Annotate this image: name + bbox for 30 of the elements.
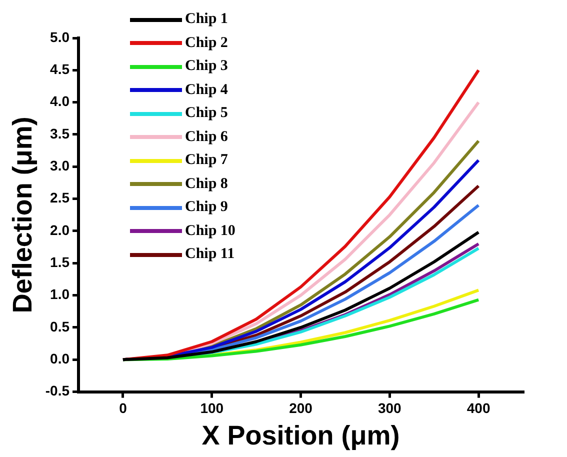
legend-label: Chip 1 <box>185 10 228 29</box>
legend-label: Chip 3 <box>185 57 228 76</box>
x-tick-label: 300 <box>378 400 402 416</box>
legend-label: Chip 4 <box>185 80 228 100</box>
y-tick-label: 3.5 <box>50 125 70 142</box>
y-tick-label: 1.0 <box>50 286 70 302</box>
y-tick-label: 5.0 <box>50 28 70 45</box>
legend-label: Chip 6 <box>185 128 228 146</box>
legend-label: Chip 5 <box>185 104 228 123</box>
legend-label: Chip 9 <box>185 198 228 217</box>
legend-label: Chip 7 <box>185 151 228 170</box>
y-tick-label: -0.5 <box>45 382 70 399</box>
y-tick-label: 3.0 <box>50 158 70 174</box>
x-tick-label: 100 <box>200 400 224 416</box>
y-tick-label: 2.5 <box>50 190 70 206</box>
y-axis-title: Deflection (μm) <box>8 116 38 314</box>
y-tick-label: 4.5 <box>50 61 70 78</box>
y-tick-label: 0.0 <box>50 350 70 366</box>
y-tick-label: 1.5 <box>50 254 70 270</box>
legend-label: Chip 11 <box>185 245 235 264</box>
x-axis-title: X Position (μm) <box>202 420 400 450</box>
x-tick-label: 0 <box>119 400 128 416</box>
y-tick-label: 0.5 <box>50 318 70 334</box>
y-tick-label: 4.0 <box>50 93 70 110</box>
legend-label: Chip 2 <box>185 34 228 52</box>
x-tick-label: 200 <box>289 400 313 416</box>
legend-label: Chip 10 <box>185 222 236 240</box>
legend-label: Chip 8 <box>185 174 228 194</box>
y-tick-label: 2.0 <box>50 222 70 238</box>
x-tick-label: 400 <box>466 400 490 416</box>
